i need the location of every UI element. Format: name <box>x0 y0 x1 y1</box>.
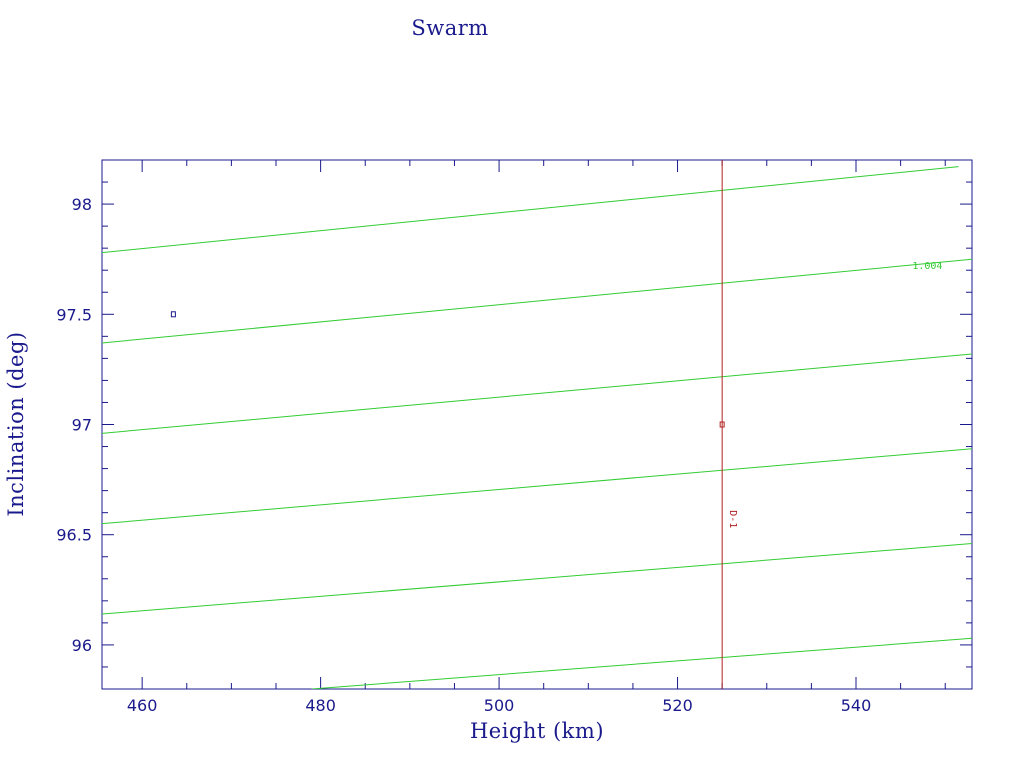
annotation-label-1: 1.004 <box>912 261 942 272</box>
y-tick-label: 96.5 <box>56 526 92 545</box>
x-tick-label: 540 <box>841 696 872 715</box>
y-axis-label: Inclination (deg) <box>4 331 28 517</box>
y-tick-label: 97 <box>72 416 92 435</box>
chart-title: Swarm <box>411 16 489 40</box>
y-tick-label: 98 <box>72 195 92 214</box>
x-tick-label: 500 <box>484 696 515 715</box>
marker-1 <box>170 311 176 318</box>
series-line-2 <box>102 258 972 344</box>
series-line-6 <box>311 637 972 689</box>
series-line-3 <box>102 353 972 434</box>
x-axis-label: Height (km) <box>469 719 605 743</box>
annotation-label-2: D-1 <box>727 510 738 528</box>
series-line-4 <box>102 448 972 525</box>
y-tick-label: 96 <box>72 636 92 655</box>
series-line-1 <box>102 166 959 254</box>
series-line-5 <box>102 543 972 615</box>
x-tick-label: 480 <box>305 696 336 715</box>
y-tick-label: 97.5 <box>56 305 92 324</box>
x-tick-label: 460 <box>127 696 158 715</box>
marker-2 <box>719 421 725 428</box>
x-tick-label: 520 <box>662 696 693 715</box>
